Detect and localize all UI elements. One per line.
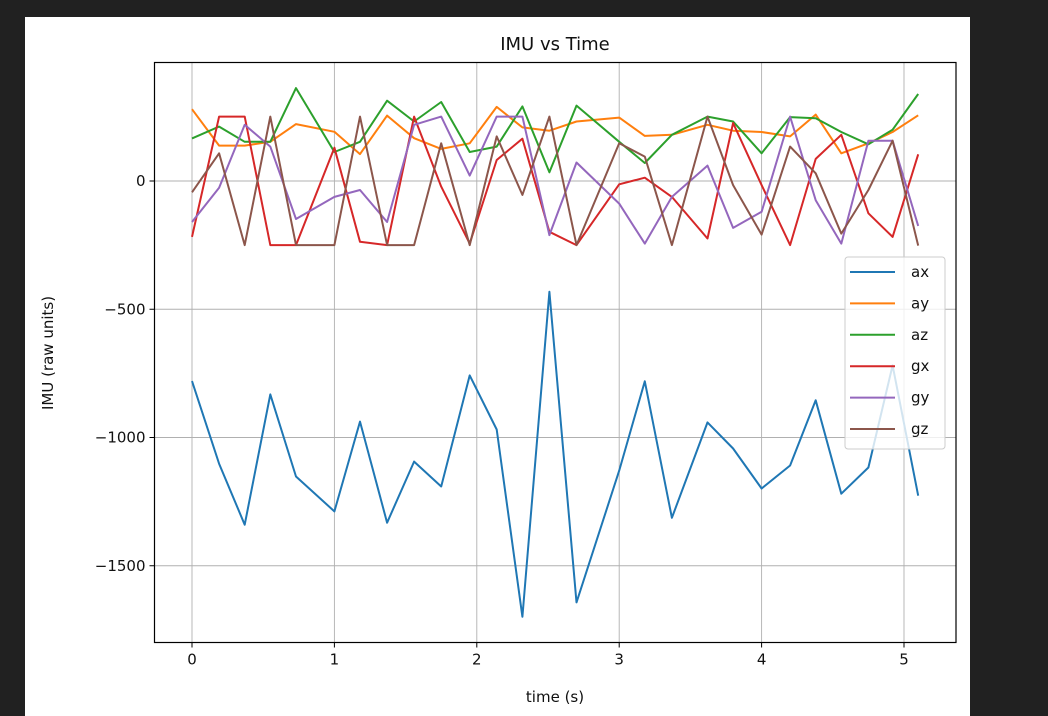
- x-tick-label: 2: [472, 651, 482, 669]
- x-axis-label: time (s): [526, 688, 584, 706]
- legend-item-gx: gx: [850, 357, 930, 375]
- axes-frame: [153, 61, 957, 644]
- y-axis-label: IMU (raw units): [39, 296, 57, 410]
- x-tick-label: 4: [757, 651, 767, 669]
- legend-label: ay: [911, 294, 929, 312]
- y-tick-label: −500: [104, 300, 145, 318]
- legend-item-ax: ax: [850, 263, 929, 281]
- legend-label: gx: [911, 357, 930, 375]
- legend-box: [844, 256, 946, 450]
- chart-title: IMU vs Time: [500, 34, 610, 55]
- x-tick-label: 1: [330, 651, 340, 669]
- legend-label: gz: [911, 420, 929, 438]
- legend-item-az: az: [850, 326, 928, 344]
- y-tick-label: 0: [136, 172, 146, 190]
- legend-item-ay: ay: [850, 294, 929, 312]
- series-line-ay: [191, 105, 919, 156]
- legend-item-gz: gz: [850, 420, 929, 438]
- legend-label: gy: [911, 389, 930, 407]
- x-axis-ticks: 0 1 2 3 4 5: [187, 642, 909, 669]
- series-line-gz: [191, 115, 920, 247]
- figure-canvas: 0 1 2 3 4 5 0 −500 −1000 −1500 IMU vs Time time …: [25, 17, 970, 716]
- legend-item-gy: gy: [850, 389, 930, 407]
- x-tick-label: 5: [899, 651, 909, 669]
- line-chart: 0 1 2 3 4 5 0 −500 −1000 −1500 IMU vs Time time …: [39, 34, 957, 706]
- y-tick-label: −1000: [95, 429, 146, 447]
- y-axis-ticks: 0 −500 −1000 −1500: [95, 172, 155, 575]
- legend-label: az: [911, 326, 928, 344]
- series-line-az: [191, 87, 920, 174]
- y-tick-label: −1500: [95, 557, 146, 575]
- x-tick-label: 3: [614, 651, 624, 669]
- x-tick-label: 0: [187, 651, 197, 669]
- series-line-ax: [191, 290, 920, 618]
- legend-label: ax: [911, 263, 929, 281]
- data-series: [191, 87, 920, 618]
- series-line-gy: [191, 115, 920, 245]
- legend: ax ay az gx gy gz: [844, 256, 946, 450]
